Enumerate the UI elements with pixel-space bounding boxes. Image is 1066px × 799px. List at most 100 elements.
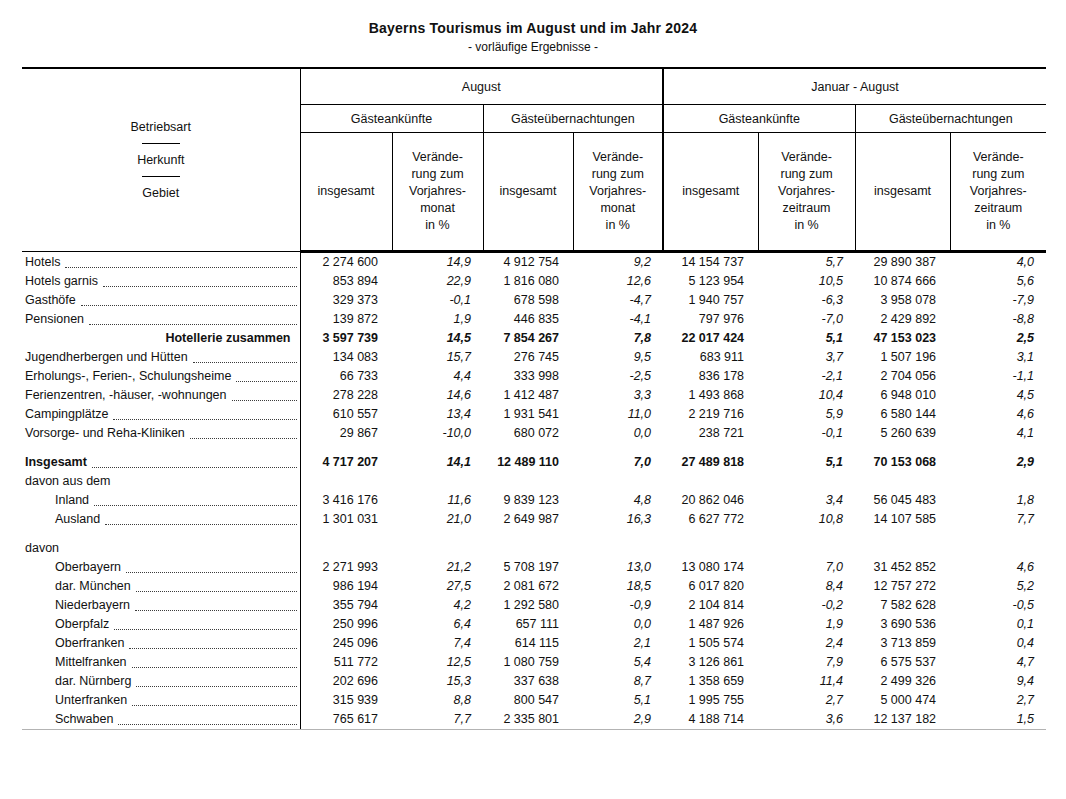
row-label: Ferienzentren, -häuser, -wohnungen — [22, 386, 300, 405]
value-insgesamt: 29 867 — [300, 424, 392, 443]
value-change-pct: 4,2 — [392, 596, 483, 615]
value-insgesamt: 797 976 — [663, 310, 758, 329]
value-change-pct — [392, 539, 483, 558]
table-body: Hotels2 274 60014,94 912 7549,214 154 73… — [22, 252, 1046, 730]
table-row: Jugendherbergen und Hütten134 08315,7276… — [22, 348, 1046, 367]
value-insgesamt: 27 489 818 — [663, 453, 758, 472]
value-insgesamt: 14 107 585 — [855, 510, 950, 529]
row-label: Insgesamt — [22, 453, 300, 472]
value-change-pct: 16,3 — [573, 510, 663, 529]
value-change-pct: 15,3 — [392, 672, 483, 691]
row-label: Campingplätze — [22, 405, 300, 424]
dot-leaders — [118, 724, 296, 725]
value-insgesamt: 202 696 — [300, 672, 392, 691]
value-insgesamt — [300, 472, 392, 491]
value-insgesamt: 1 292 580 — [483, 596, 573, 615]
table-row: Campingplätze610 55713,41 931 54111,02 2… — [22, 405, 1046, 424]
value-insgesamt: 1 507 196 — [855, 348, 950, 367]
stub-labels: Betriebsart Herkunft Gebiet — [22, 120, 300, 200]
value-change-pct — [758, 472, 855, 491]
value-change-pct: 0,4 — [950, 634, 1046, 653]
row-label: Pensionen — [22, 310, 300, 329]
measure-header-uebernachtungen-august: Gästeübernachtungen — [483, 105, 663, 133]
value-change-pct: -6,3 — [758, 291, 855, 310]
value-insgesamt: 836 178 — [663, 367, 758, 386]
table-row: Hotellerie zusammen3 597 73914,57 854 26… — [22, 329, 1046, 348]
value-change-pct: -10,0 — [392, 424, 483, 443]
spacer-cell — [300, 529, 1046, 539]
value-change-pct: 2,9 — [950, 453, 1046, 472]
value-insgesamt: 6 580 144 — [855, 405, 950, 424]
dot-leaders — [193, 362, 297, 363]
colhead-insgesamt: insgesamt — [855, 133, 950, 252]
colhead-veraenderung: Verände- rung zum Vorjahres- zeitraum in… — [758, 133, 855, 252]
report-page: Bayerns Tourismus im August und im Jahr … — [0, 0, 1066, 799]
value-insgesamt: 2 081 672 — [483, 577, 573, 596]
table-row: Gasthöfe329 373-0,1678 598-4,71 940 757-… — [22, 291, 1046, 310]
value-change-pct: 5,9 — [758, 405, 855, 424]
value-insgesamt: 2 335 801 — [483, 710, 573, 730]
value-change-pct: 5,4 — [573, 653, 663, 672]
spacer-row — [22, 443, 1046, 453]
value-change-pct: 11,6 — [392, 491, 483, 510]
table-row: Oberfranken245 0967,4614 1152,11 505 574… — [22, 634, 1046, 653]
value-insgesamt — [483, 539, 573, 558]
value-insgesamt: 3 597 739 — [300, 329, 392, 348]
table-row: Inland3 416 17611,69 839 1234,820 862 04… — [22, 491, 1046, 510]
report-subtitle: - vorläufige Ergebnisse - — [0, 40, 1066, 54]
value-change-pct: 13,4 — [392, 405, 483, 424]
value-insgesamt: 70 153 068 — [855, 453, 950, 472]
row-label: Hotels garnis — [22, 272, 300, 291]
value-insgesamt: 1 505 574 — [663, 634, 758, 653]
table-row: Oberpfalz250 9966,4657 1110,01 487 9261,… — [22, 615, 1046, 634]
value-change-pct: 18,5 — [573, 577, 663, 596]
value-change-pct: 5,1 — [758, 453, 855, 472]
value-insgesamt: 511 772 — [300, 653, 392, 672]
value-change-pct: 7,8 — [573, 329, 663, 348]
value-insgesamt: 3 126 861 — [663, 653, 758, 672]
value-insgesamt: 47 153 023 — [855, 329, 950, 348]
value-change-pct: 9,2 — [573, 252, 663, 273]
value-change-pct: 14,5 — [392, 329, 483, 348]
value-change-pct: -0,9 — [573, 596, 663, 615]
value-insgesamt: 337 638 — [483, 672, 573, 691]
stub-divider — [142, 176, 180, 177]
value-change-pct: -1,1 — [950, 367, 1046, 386]
row-label: Inland — [22, 491, 300, 510]
row-label: Oberbayern — [22, 558, 300, 577]
spacer-row — [22, 529, 1046, 539]
value-change-pct: 22,9 — [392, 272, 483, 291]
tourism-table: Betriebsart Herkunft Gebiet August Janua… — [22, 67, 1046, 730]
value-change-pct: 0,0 — [573, 424, 663, 443]
dot-leaders — [132, 667, 297, 668]
dot-leaders — [132, 705, 296, 706]
value-change-pct: 27,5 — [392, 577, 483, 596]
colhead-insgesamt: insgesamt — [300, 133, 392, 252]
value-insgesamt: 3 958 078 — [855, 291, 950, 310]
value-change-pct: -2,5 — [573, 367, 663, 386]
value-insgesamt: 5 000 474 — [855, 691, 950, 710]
value-change-pct: 2,1 — [573, 634, 663, 653]
report-title: Bayerns Tourismus im August und im Jahr … — [0, 0, 1066, 36]
value-insgesamt — [855, 539, 950, 558]
value-change-pct: 3,6 — [758, 710, 855, 730]
value-change-pct: -7,9 — [950, 291, 1046, 310]
value-change-pct: 14,6 — [392, 386, 483, 405]
spacer-label-cell — [22, 443, 300, 453]
colhead-insgesamt: insgesamt — [663, 133, 758, 252]
table-row: Schwaben765 6177,72 335 8012,94 188 7143… — [22, 710, 1046, 730]
value-change-pct: 5,1 — [573, 691, 663, 710]
value-change-pct: 2,9 — [573, 710, 663, 730]
value-insgesamt: 2 499 326 — [855, 672, 950, 691]
value-change-pct: 11,0 — [573, 405, 663, 424]
value-change-pct — [392, 472, 483, 491]
value-change-pct — [950, 472, 1046, 491]
row-label: Hotellerie zusammen — [22, 329, 300, 348]
table-row: Ausland1 301 03121,02 649 98716,36 627 7… — [22, 510, 1046, 529]
value-insgesamt: 56 045 483 — [855, 491, 950, 510]
value-change-pct: -0,5 — [950, 596, 1046, 615]
value-insgesamt: 238 721 — [663, 424, 758, 443]
colhead-insgesamt: insgesamt — [483, 133, 573, 252]
value-change-pct — [573, 472, 663, 491]
value-insgesamt: 678 598 — [483, 291, 573, 310]
